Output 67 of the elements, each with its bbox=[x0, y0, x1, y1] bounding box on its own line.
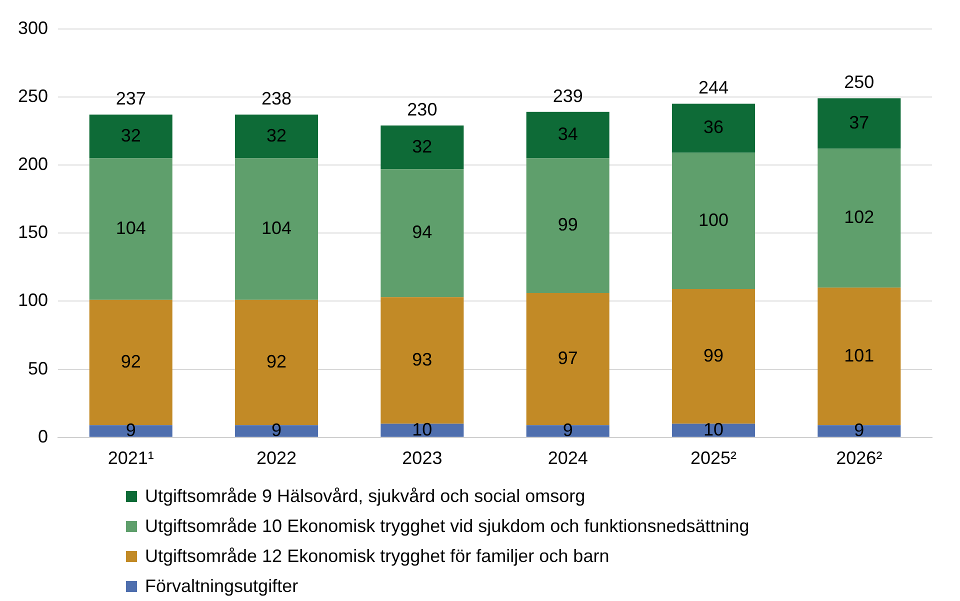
y-tick-label: 250 bbox=[18, 86, 48, 106]
y-tick-label: 300 bbox=[18, 18, 48, 38]
data-label: 100 bbox=[698, 210, 729, 230]
data-label: 9 bbox=[854, 420, 864, 440]
data-label: 10 bbox=[412, 419, 432, 440]
bar bbox=[526, 112, 610, 158]
data-label: 104 bbox=[116, 218, 146, 238]
x-tick-label: 2021¹ bbox=[108, 448, 154, 468]
bar bbox=[89, 114, 172, 158]
bar bbox=[89, 425, 172, 437]
total-label: 237 bbox=[116, 88, 146, 109]
bar bbox=[380, 424, 464, 437]
data-label: 34 bbox=[558, 124, 578, 144]
x-tick-label: 2026² bbox=[836, 448, 882, 468]
total-label: 230 bbox=[407, 99, 438, 120]
data-label: 94 bbox=[412, 222, 432, 242]
data-label: 101 bbox=[844, 345, 874, 366]
data-label: 97 bbox=[558, 348, 578, 368]
total-label: 244 bbox=[698, 78, 729, 98]
y-tick-label: 200 bbox=[18, 154, 48, 174]
bar bbox=[235, 425, 318, 437]
bar bbox=[380, 169, 464, 298]
bar bbox=[818, 425, 901, 437]
y-tick-label: 150 bbox=[18, 222, 48, 242]
total-label: 250 bbox=[844, 72, 874, 92]
y-tick-label: 0 bbox=[38, 426, 48, 446]
total-label: 239 bbox=[552, 86, 583, 106]
bar bbox=[818, 148, 901, 288]
bar bbox=[380, 126, 464, 170]
legend-label: Utgiftsområde 10 Ekonomisk trygghet vid sjukdom och funktionsnedsättning bbox=[145, 516, 750, 536]
data-label: 37 bbox=[849, 112, 870, 132]
bar bbox=[672, 104, 756, 153]
data-label: 99 bbox=[703, 345, 724, 366]
bar bbox=[235, 158, 318, 300]
data-label: 32 bbox=[266, 125, 287, 146]
data-label: 99 bbox=[558, 214, 578, 235]
data-label: 36 bbox=[703, 117, 724, 138]
bar bbox=[380, 297, 464, 424]
data-label: 9 bbox=[126, 420, 136, 440]
legend-label: Förvaltningsutgifter bbox=[145, 576, 298, 596]
bar bbox=[672, 288, 756, 424]
legend-label: Utgiftsområde 9 Hälsovård, sjukvård och social omsorg bbox=[145, 486, 586, 506]
x-tick-label: 2024 bbox=[548, 448, 588, 468]
bar bbox=[672, 424, 756, 437]
data-label: 32 bbox=[412, 136, 432, 156]
x-tick-label: 2023 bbox=[402, 448, 442, 468]
data-label: 9 bbox=[562, 420, 573, 440]
data-label: 92 bbox=[120, 351, 141, 372]
data-label: 104 bbox=[262, 218, 292, 238]
x-tick-label: 2022 bbox=[256, 448, 297, 468]
bar bbox=[672, 152, 756, 289]
legend-label: Utgiftsområde 12 Ekonomisk trygghet för familjer och barn bbox=[145, 546, 610, 566]
bar bbox=[818, 98, 901, 149]
bar bbox=[235, 114, 318, 158]
bar bbox=[526, 158, 610, 294]
y-tick-label: 50 bbox=[28, 358, 48, 378]
data-label: 9 bbox=[272, 420, 282, 440]
data-label: 32 bbox=[120, 125, 141, 146]
total-label: 238 bbox=[262, 88, 292, 109]
data-label: 102 bbox=[844, 207, 874, 228]
data-label: 93 bbox=[412, 349, 432, 370]
y-tick-label: 100 bbox=[18, 290, 48, 310]
data-label: 10 bbox=[703, 419, 724, 440]
x-tick-label: 2025² bbox=[690, 448, 737, 468]
bar bbox=[89, 158, 172, 300]
bar bbox=[526, 425, 610, 437]
data-label: 92 bbox=[266, 351, 287, 372]
